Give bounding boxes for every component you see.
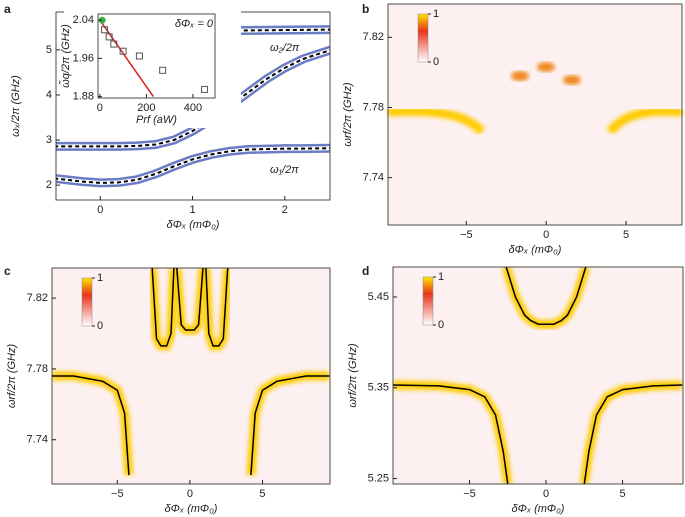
y-axis-label: ωrf/2π (GHz) [6, 344, 18, 409]
point [135, 52, 143, 60]
y-tick-label: 5.25 [368, 472, 389, 484]
y-axis-label: ωₓ/2π (GHz) [10, 75, 22, 137]
series-line [176, 268, 204, 331]
panel: −5 0 5 7.74 7.78 7.82 δΦₓ (mΦ₀) ωrf/2π (GHz) b 1 0 [342, 2, 683, 256]
y-tick-label: 3 [46, 134, 52, 146]
x-tick-label: 0 [543, 229, 549, 241]
y-axis-label: ωrf/2π (GHz) [342, 82, 354, 147]
plot-area [99, 19, 155, 98]
y-tick-label: 7.78 [27, 363, 48, 375]
series-line [393, 384, 509, 484]
series-line [56, 147, 330, 184]
series-line [250, 375, 330, 476]
y-axis-label: ω̃q/2π (GHz) [59, 24, 72, 88]
x-tick-label: 5 [619, 488, 625, 500]
colorbar [81, 277, 93, 327]
x-tick-label: 5 [259, 488, 265, 500]
point [201, 85, 209, 93]
heatmap-blob [563, 75, 581, 85]
y-axis-label: ωrf/2π (GHz) [347, 343, 359, 408]
x-tick-label: 0 [543, 488, 549, 500]
colorbar [422, 276, 434, 326]
x-tick-label: 400 [184, 102, 202, 114]
point [105, 33, 113, 41]
annotation: ω₁/2π [270, 164, 299, 176]
x-tick-label: 5 [623, 229, 629, 241]
y-tick-label: 5 [46, 44, 52, 56]
x-tick-label: 1 [189, 204, 195, 216]
colorbar-label: 0 [433, 56, 439, 68]
y-tick-label: 7.74 [363, 172, 384, 184]
y-tick-label: 1.96 [73, 52, 94, 64]
plot-frame [387, 3, 683, 226]
panel: 0 200 400 1.88 1.96 2.04 Prf (aW) ω̃q/2π (GHz) δ… [59, 8, 241, 128]
panel-label: a [4, 2, 11, 16]
y-tick-label: 7.82 [363, 31, 384, 43]
colorbar-label: 1 [433, 8, 439, 20]
x-tick-label: 200 [137, 102, 155, 114]
plot-area [393, 267, 683, 484]
series-line [52, 375, 130, 476]
colorbar-label: 0 [438, 319, 444, 331]
series-line [99, 19, 155, 98]
series-line [151, 268, 175, 347]
panel-label: b [362, 2, 369, 16]
annotation: δΦₓ = 0 [175, 18, 214, 30]
panel-label: c [4, 264, 11, 278]
point [98, 16, 106, 24]
x-axis-label: δΦₓ (mΦ₀) [165, 503, 218, 515]
heatmap-band [387, 106, 486, 136]
colorbar-label: 1 [438, 271, 444, 283]
x-tick-label: −5 [463, 488, 476, 500]
heatmap-band [606, 106, 683, 135]
y-tick-label: 7.82 [27, 292, 48, 304]
point [119, 47, 127, 55]
annotation: ω₂/2π [270, 42, 300, 54]
y-tick-label: 2 [46, 179, 52, 191]
x-axis-label: δΦₓ (mΦ₀) [509, 244, 562, 256]
point [101, 26, 109, 34]
x-tick-label: 0 [97, 204, 103, 216]
plot-frame [392, 266, 684, 485]
plot-frame [51, 267, 331, 485]
colorbar-label: 1 [97, 272, 103, 284]
point [159, 66, 167, 74]
x-tick-label: −5 [111, 488, 124, 500]
panel-label: d [362, 264, 369, 278]
point [110, 40, 118, 48]
y-tick-label: 4 [46, 89, 52, 101]
x-tick-label: 0 [97, 102, 103, 114]
heatmap-blob [537, 62, 555, 72]
y-tick-label: 5.45 [368, 291, 389, 303]
panel: −5 0 5 7.74 7.78 7.82 δΦₓ (mΦ₀) ωrf/2π (GHz) c 1 0 [4, 264, 331, 515]
plot-frame [97, 13, 216, 99]
series-line [205, 268, 229, 347]
series-line [505, 267, 587, 325]
colorbar-label: 0 [97, 320, 103, 332]
y-tick-label: 1.88 [73, 90, 94, 102]
panel: −5 0 5 5.25 5.35 5.45 δΦₓ (mΦ₀) ωrf/2π (GHz) d 1 0 [347, 264, 684, 515]
colorbar [417, 13, 429, 63]
x-tick-label: 0 [187, 488, 193, 500]
x-axis-label: δΦₓ (mΦ₀) [512, 503, 565, 515]
heatmap-blob [511, 71, 529, 81]
x-axis-label: δΦₓ (mΦ₀) [167, 219, 220, 231]
y-tick-label: 7.78 [363, 101, 384, 113]
x-axis-label: Prf (aW) [136, 114, 177, 126]
heatmap-background [393, 267, 683, 484]
y-tick-label: 5.35 [368, 382, 389, 394]
y-tick-label: 2.04 [73, 14, 94, 26]
series-line [56, 49, 330, 148]
plot-area [52, 268, 330, 476]
series-line [583, 384, 683, 484]
inset-background [64, 8, 241, 128]
x-tick-label: −5 [460, 229, 473, 241]
y-tick-label: 7.74 [27, 434, 48, 446]
x-tick-label: 2 [282, 204, 288, 216]
